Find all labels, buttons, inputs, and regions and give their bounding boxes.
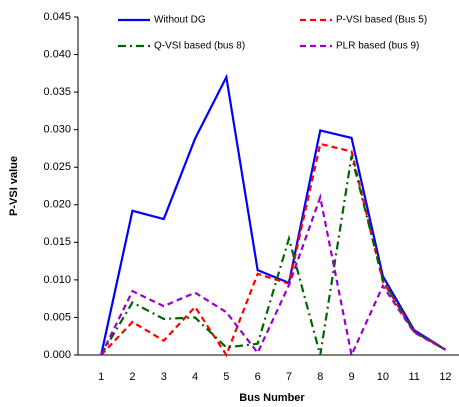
x-tick-label: 7 [286,371,292,383]
x-tick-label: 12 [439,371,451,383]
y-tick-label: 0.035 [43,86,71,98]
x-tick-label: 2 [129,371,135,383]
y-tick-label: 0.040 [43,48,71,60]
series-line [100,142,446,358]
x-tick-label: 6 [255,371,261,383]
x-tick-label: 5 [223,371,229,383]
legend-label: PLR based (bus 9) [336,41,419,52]
x-tick-label: 8 [317,371,323,383]
x-tick-label: 1 [98,371,104,383]
y-axis-label: P-VSI value [8,156,20,216]
x-tick-label: 10 [377,371,389,383]
x-axis-label: Bus Number [239,392,305,404]
x-tick-label: 3 [161,371,167,383]
legend-label: Q-VSI based (bus 8) [154,41,245,52]
y-tick-label: 0.005 [43,311,71,323]
y-tick-label: 0.000 [43,349,71,361]
y-tick-label: 0.010 [43,274,71,286]
series-line [100,155,446,356]
x-tick-label: 11 [408,371,419,383]
legend-label: Without DG [154,15,206,26]
series-line [100,193,446,359]
legend-label: P-VSI based (Bus 5) [336,15,427,26]
y-tick-label: 0.015 [43,236,71,248]
x-tick-label: 9 [348,371,354,383]
y-tick-label: 0.020 [43,199,71,211]
y-tick-label: 0.030 [43,124,71,136]
series-line [100,73,447,356]
x-tick-label: 4 [192,371,198,383]
y-tick-label: 0.045 [43,11,71,23]
y-tick-label: 0.025 [43,161,71,173]
